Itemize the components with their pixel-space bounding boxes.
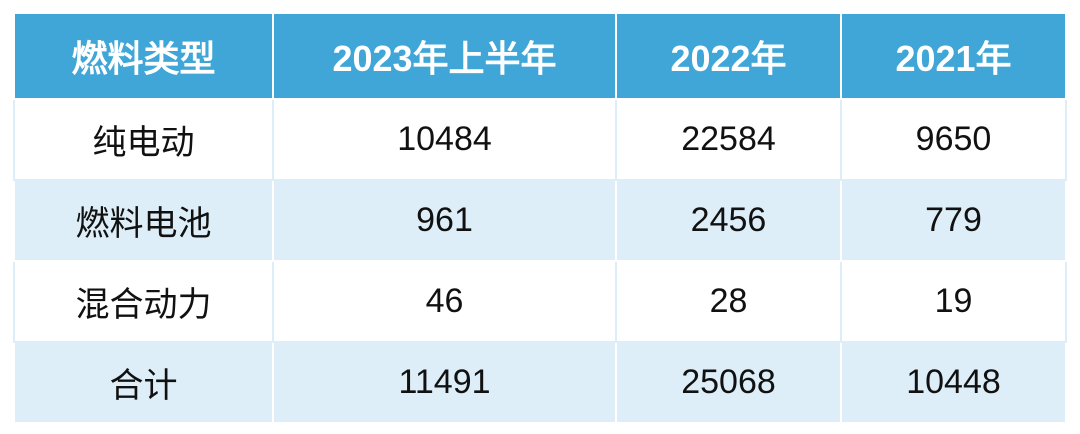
row-label: 纯电动: [13, 98, 274, 181]
header-cell: 2021年: [840, 12, 1067, 100]
row-label: 燃料电池: [13, 179, 274, 262]
header-row: 燃料类型 2023年上半年 2022年 2021年: [13, 12, 1067, 100]
table-cell: 28: [615, 260, 842, 343]
table-cell: 11491: [272, 341, 617, 424]
table-row: 燃料电池 961 2456 779: [13, 179, 1067, 262]
row-label: 合计: [13, 341, 274, 424]
header-cell: 燃料类型: [13, 12, 274, 100]
header-cell: 2022年: [615, 12, 842, 100]
table-cell: 10448: [840, 341, 1067, 424]
table-cell: 25068: [615, 341, 842, 424]
table-row: 纯电动 10484 22584 9650: [13, 98, 1067, 181]
table-cell: 9650: [840, 98, 1067, 181]
table-header: 燃料类型 2023年上半年 2022年 2021年: [13, 12, 1067, 100]
table-cell: 46: [272, 260, 617, 343]
table-cell: 19: [840, 260, 1067, 343]
table-cell: 961: [272, 179, 617, 262]
table-cell: 779: [840, 179, 1067, 262]
table-cell: 22584: [615, 98, 842, 181]
data-table: 燃料类型 2023年上半年 2022年 2021年 纯电动 10484 22584 9650…: [13, 12, 1067, 424]
table-body: 纯电动 10484 22584 9650 燃料电池 961 2456 779 混合动力 46 28 1…: [13, 98, 1067, 424]
table-cell: 2456: [615, 179, 842, 262]
table-row: 合计 11491 25068 10448: [13, 341, 1067, 424]
header-cell: 2023年上半年: [272, 12, 617, 100]
row-label: 混合动力: [13, 260, 274, 343]
table-row: 混合动力 46 28 19: [13, 260, 1067, 343]
table-cell: 10484: [272, 98, 617, 181]
